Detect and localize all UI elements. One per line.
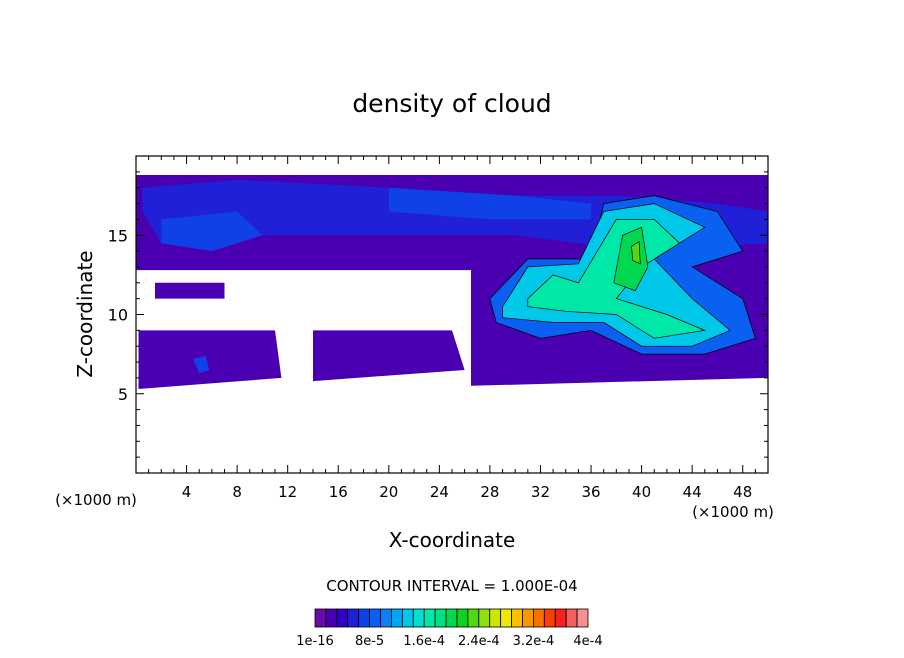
colorbar-swatch <box>336 608 349 628</box>
colorbar-swatch <box>401 608 414 628</box>
contour-region-2 <box>313 330 465 382</box>
colorbar-swatch <box>467 608 480 628</box>
x-tick-label: 36 <box>581 483 600 501</box>
x-tick-label: 28 <box>480 483 499 501</box>
colorbar-swatch <box>522 608 534 628</box>
y-axis-label: Z-coordinate <box>73 250 97 377</box>
colorbar-swatch <box>380 608 392 628</box>
contour-region-4 <box>155 282 225 299</box>
colorbar-swatch <box>533 608 545 628</box>
colorbar-swatch <box>500 608 512 628</box>
x-tick-label: 32 <box>531 483 550 501</box>
contour-fill-layer <box>136 175 768 389</box>
colorbar-label: 8e-5 <box>355 634 384 649</box>
x-tick-label: 24 <box>430 483 449 501</box>
x-tick-label: 4 <box>182 483 192 501</box>
contour-region-12 <box>631 240 641 265</box>
x-tick-label: 16 <box>329 483 348 501</box>
colorbar-swatch <box>543 608 556 628</box>
chart-title: density of cloud <box>352 89 551 118</box>
colorbar-swatch <box>358 608 370 628</box>
contour-interval-text: CONTOUR INTERVAL = 1.000E-04 <box>326 577 577 595</box>
x-tick-label: 44 <box>683 483 702 501</box>
y-tick-label: 10 <box>108 306 128 325</box>
colorbar-swatch <box>314 608 327 628</box>
y-tick-label: 5 <box>118 385 128 404</box>
colorbar-swatch <box>391 608 403 628</box>
colorbar-swatch <box>565 608 578 628</box>
colorbar-swatch <box>412 608 425 628</box>
x-tick-label: 12 <box>278 483 297 501</box>
colorbar-swatch <box>423 608 436 628</box>
x-tick-label: 40 <box>632 483 651 501</box>
colorbar-swatch <box>576 608 589 628</box>
x-tick-label: 8 <box>232 483 242 501</box>
colorbar-swatch <box>554 608 567 628</box>
x-unit-right-label: (×1000 m) <box>692 503 774 521</box>
colorbar-swatch <box>489 608 502 628</box>
x-tick-label: 20 <box>379 483 398 501</box>
colorbar-swatch <box>369 608 381 628</box>
colorbar-label: 1.6e-4 <box>403 634 445 649</box>
colorbar-swatch <box>325 608 338 628</box>
colorbar-label: 3.2e-4 <box>513 634 555 649</box>
colorbar-swatch <box>445 608 458 628</box>
y-tick-label: 15 <box>108 226 128 245</box>
colorbar-swatch <box>456 608 469 628</box>
colorbar-swatch <box>478 608 491 628</box>
colorbar-label: 4e-4 <box>573 634 602 649</box>
contour-region-6 <box>161 211 263 252</box>
x-tick-label: 48 <box>733 483 752 501</box>
colorbar <box>314 608 589 628</box>
contour-region-13 <box>192 355 210 374</box>
colorbar-label: 1e-16 <box>296 634 334 649</box>
colorbar-labels: 1e-16 8e-5 1.6e-4 2.4e-4 3.2e-4 4e-4 <box>296 634 602 649</box>
colorbar-swatch <box>434 608 447 628</box>
colorbar-swatch <box>347 608 360 628</box>
contour-region-7 <box>388 187 591 220</box>
contour-region-1 <box>138 330 282 389</box>
colorbar-swatch <box>511 608 523 628</box>
colorbar-label: 2.4e-4 <box>458 634 500 649</box>
x-unit-left-label: (×1000 m) <box>55 491 137 509</box>
x-axis-ticks: 4 8 12 16 20 24 28 32 36 40 44 48 <box>148 156 756 501</box>
x-axis-label: X-coordinate <box>389 528 516 552</box>
y-axis-ticks: 5 10 15 <box>108 171 768 458</box>
